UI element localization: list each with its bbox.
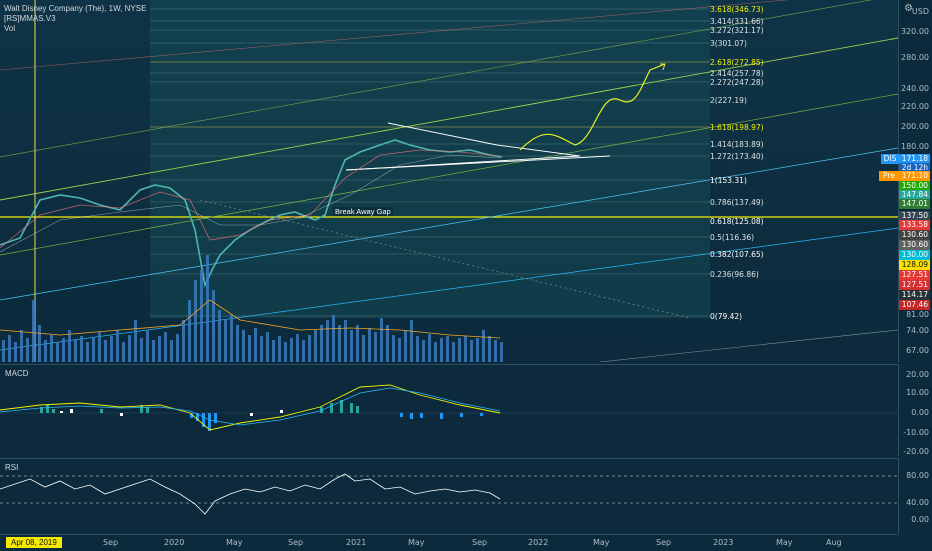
macd-drawing xyxy=(0,384,898,431)
currency-label: USD xyxy=(911,7,929,16)
rsi-drawing xyxy=(0,473,898,515)
fib-level-label[interactable]: 3(301.07) xyxy=(710,39,747,48)
price-tag[interactable]: 147.84 xyxy=(899,190,930,200)
time-axis-label: May xyxy=(226,538,243,547)
price-axis-label: 200.00 xyxy=(901,122,929,131)
macd-axis-label: -20.00 xyxy=(903,447,929,456)
time-axis-label: May xyxy=(593,538,610,547)
time-axis-label: May xyxy=(408,538,425,547)
fib-level-label[interactable]: 1.272(173.40) xyxy=(710,152,764,161)
price-axis-label: 220.00 xyxy=(901,102,929,111)
rsi-axis-label: 0.00 xyxy=(911,515,929,524)
fib-level-label[interactable]: 0.5(116.36) xyxy=(710,233,755,242)
price-tag[interactable]: 130.60 xyxy=(899,230,930,240)
time-axis[interactable]: Apr 08, 2019 Sep 2020 May Sep 2021 May S… xyxy=(0,534,898,551)
fib-level-label[interactable]: 1(153.31) xyxy=(710,176,747,185)
rsi-axis-label: 80.00 xyxy=(906,471,929,480)
price-tag[interactable]: 171.18 xyxy=(899,154,930,164)
price-tag[interactable]: 137.50 xyxy=(899,211,930,221)
price-tag-symbol: DIS xyxy=(881,154,899,164)
price-tag[interactable]: 127.51 xyxy=(899,280,930,290)
fib-level-label[interactable]: 3.618(346.73) xyxy=(710,5,764,14)
time-axis-label: 2022 xyxy=(528,538,549,547)
time-axis-label: Sep xyxy=(472,538,488,547)
symbol-title[interactable]: Walt Disney Company (The), 1W, NYSE xyxy=(4,4,147,13)
fib-level-label[interactable]: 0.382(107.65) xyxy=(710,250,764,259)
price-tag[interactable]: 130.00 xyxy=(899,250,930,260)
price-axis-label: 320.00 xyxy=(901,27,929,36)
price-tag[interactable]: 150.00 xyxy=(899,181,930,191)
fib-level-label[interactable]: 0.786(137.49) xyxy=(710,198,764,207)
settings-gear-icon[interactable]: ⚙ xyxy=(904,3,913,14)
cursor-date-badge: Apr 08, 2019 xyxy=(6,537,62,548)
macd-pane[interactable]: MACD xyxy=(0,364,898,457)
rsi-axis[interactable]: 80.00 40.00 0.00 xyxy=(898,458,932,534)
break-away-gap-annotation[interactable]: Break Away Gap xyxy=(333,207,393,216)
price-axis-label: 240.00 xyxy=(901,84,929,93)
fib-level-label[interactable]: 0.236(96.86) xyxy=(710,270,759,279)
indicator-label[interactable]: [RS]MMAS.V3 xyxy=(4,14,56,23)
time-axis-label: Sep xyxy=(288,538,304,547)
time-axis-label: Aug xyxy=(826,538,842,547)
fib-level-label[interactable]: 2.618(272.85) xyxy=(710,58,764,67)
fib-level-label[interactable]: 1.414(183.89) xyxy=(710,140,764,149)
price-axis-label: 180.00 xyxy=(901,142,929,151)
time-axis-label: Sep xyxy=(656,538,672,547)
rsi-axis-label: 40.00 xyxy=(906,498,929,507)
price-tag[interactable]: 2d 12h xyxy=(899,163,930,173)
time-axis-label: 2023 xyxy=(713,538,734,547)
price-chart-drawing xyxy=(0,0,898,362)
price-tag[interactable]: 114.17 xyxy=(899,290,930,300)
fib-level-label[interactable]: 0(79.42) xyxy=(710,312,743,321)
chart-legend: Walt Disney Company (The), 1W, NYSE [RS]… xyxy=(4,4,146,34)
fib-level-label[interactable]: 3.272(321.17) xyxy=(710,26,764,35)
price-tag[interactable]: 107.46 xyxy=(899,300,930,310)
macd-axis-label: 10.00 xyxy=(906,388,929,397)
price-tag[interactable]: 133.58 xyxy=(899,220,930,230)
time-axis-label: 2020 xyxy=(164,538,185,547)
price-axis-label: 81.00 xyxy=(906,310,929,319)
rsi-title: RSI xyxy=(5,463,19,472)
volume-label[interactable]: Vol xyxy=(4,24,16,33)
price-axis-label: 74.00 xyxy=(906,326,929,335)
macd-axis-label: 0.00 xyxy=(911,408,929,417)
fib-level-label[interactable]: 2.272(247.28) xyxy=(710,78,764,87)
macd-axis-label: 20.00 xyxy=(906,370,929,379)
rsi-pane[interactable]: RSI xyxy=(0,458,898,535)
macd-axis-label: -10.00 xyxy=(903,428,929,437)
time-axis-label: May xyxy=(776,538,793,547)
macd-axis[interactable]: 20.00 10.00 0.00 -10.00 -20.00 xyxy=(898,364,932,456)
price-tag[interactable]: 128.09 xyxy=(899,260,930,270)
fib-level-label[interactable]: 2(227.19) xyxy=(710,96,747,105)
macd-title: MACD xyxy=(5,369,29,378)
fib-level-label[interactable]: 2.414(257.78) xyxy=(710,69,764,78)
fib-level-label[interactable]: 0.618(125.08) xyxy=(710,217,764,226)
price-tag-symbol: Pre xyxy=(879,171,899,181)
fib-level-label[interactable]: 3.414(331.66) xyxy=(710,17,764,26)
fib-level-label[interactable]: 1.618(198.97) xyxy=(710,123,764,132)
time-axis-label: 2021 xyxy=(346,538,367,547)
price-tag[interactable]: 147.01 xyxy=(899,199,930,209)
price-chart-pane[interactable]: Walt Disney Company (The), 1W, NYSE [RS]… xyxy=(0,0,898,362)
price-axis-label: 280.00 xyxy=(901,53,929,62)
time-axis-label: Sep xyxy=(103,538,119,547)
price-tag[interactable]: 127.51 xyxy=(899,270,930,280)
price-axis-label: 67.00 xyxy=(906,346,929,355)
price-tag[interactable]: 130.60 xyxy=(899,240,930,250)
price-tag[interactable]: 171.10 xyxy=(899,171,930,181)
